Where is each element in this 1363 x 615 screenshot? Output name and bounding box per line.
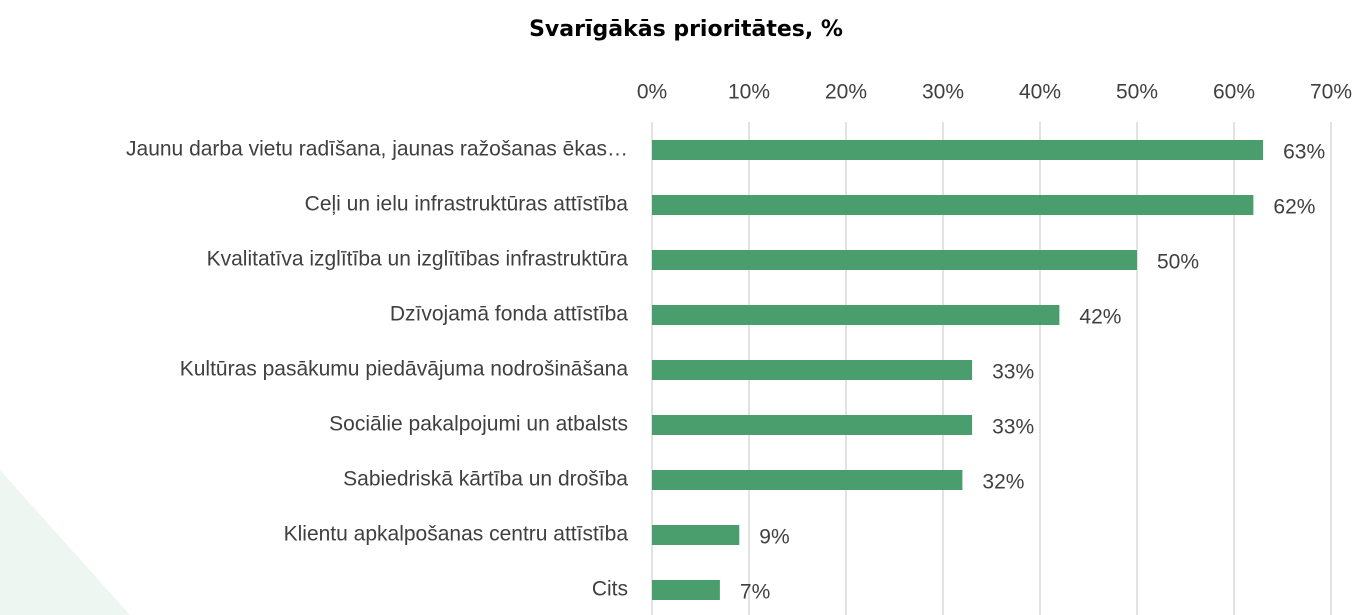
bar [652,470,963,490]
bar [652,525,740,545]
x-tick-label: 60% [1213,81,1255,104]
y-tick-label: Sociālie pakalpojumi un atbalsts [329,413,628,436]
bar [652,580,720,600]
y-tick-label: Kultūras pasākumu piedāvājuma nodrošināš… [180,358,629,381]
x-tick-label: 10% [728,81,770,104]
bar [652,250,1137,270]
y-tick-label: Ceļi un ielu infrastruktūras attīstība [305,193,629,216]
x-tick-label: 40% [1019,81,1061,104]
y-tick-label: Sabiedriskā kārtība un drošība [343,468,628,491]
data-label: 42% [1079,306,1121,329]
data-label: 50% [1157,251,1199,274]
data-label: 32% [982,471,1024,494]
bar [652,360,973,380]
data-label: 7% [740,581,770,604]
x-tick-label: 0% [637,81,667,104]
x-tick-label: 30% [922,81,964,104]
y-tick-label: Kvalitatīva izglītība un izglītības infr… [207,248,629,271]
y-tick-label: Dzīvojamā fonda attīstība [390,303,628,326]
data-label: 62% [1273,196,1315,219]
bar [652,415,973,435]
x-tick-label: 50% [1116,81,1158,104]
chart-title: Svarīgākās prioritātes, % [529,17,843,42]
data-label: 63% [1283,141,1325,164]
y-tick-label: Klientu apkalpošanas centru attīstība [284,523,629,546]
y-tick-label: Jaunu darba vietu radīšana, jaunas ražoš… [126,138,628,161]
x-tick-label: 70% [1310,81,1352,104]
data-label: 33% [992,416,1034,439]
bar [652,195,1254,215]
bar [652,305,1060,325]
y-tick-label: Cits [592,578,628,601]
data-label: 33% [992,361,1034,384]
background-decoration [0,470,130,615]
bar [652,140,1264,160]
x-tick-label: 20% [825,81,867,104]
data-label: 9% [759,526,789,549]
